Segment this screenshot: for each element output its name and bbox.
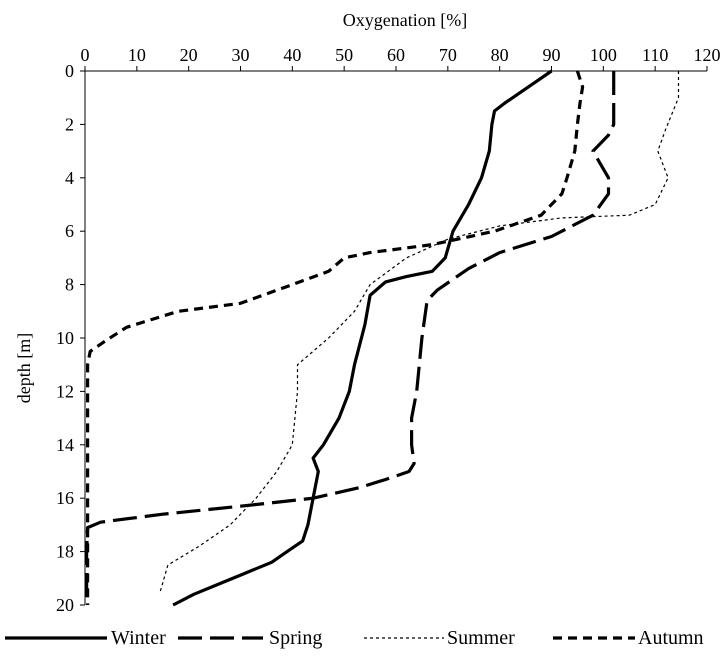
x-tick-label: 110 [642,45,668,65]
y-tick-label: 12 [56,381,74,401]
legend-label-autumn: Autumn [638,627,704,649]
y-tick-label: 14 [56,435,74,455]
y-axis-title: depth [m] [14,333,34,403]
legend-label-winter: Winter [111,627,166,649]
series-lines [84,69,680,607]
x-tick-label: 100 [590,45,617,65]
y-tick-label: 18 [56,542,74,562]
x-tick-label: 60 [387,45,405,65]
x-tick-label: 30 [232,45,250,65]
series-line-spring [84,71,616,605]
x-tick-label: 40 [283,45,301,65]
x-tick-label: 80 [491,45,509,65]
series-line-winter [172,69,553,607]
legend-label-spring: Spring [269,627,322,649]
x-tick-label: 90 [543,45,561,65]
y-tick-label: 4 [65,168,74,188]
legend: Winter Spring Summer Autumn [5,627,704,649]
y-tick-label: 6 [65,221,74,241]
y-tick-label: 16 [56,488,74,508]
x-tick-label: 10 [128,45,146,65]
y-tick-label: 0 [65,61,74,81]
x-tick-label: 20 [180,45,198,65]
y-tick-label: 20 [56,595,74,615]
x-axis-title: Oxygenation [%] [343,10,467,30]
y-tick-label: 2 [65,114,74,134]
y-tick-label: 8 [65,275,74,295]
axes: 0 10 20 30 40 50 60 70 80 90 100 110 120 0 2 4 6 8 10 12 14 1… [56,45,721,615]
series-line-summer [159,71,680,592]
series-line-autumn [85,70,585,605]
x-tick-label: 50 [335,45,353,65]
y-tick-label: 10 [56,328,74,348]
legend-label-summer: Summer [447,627,515,649]
x-tick-label: 70 [439,45,457,65]
x-tick-label: 0 [81,45,90,65]
x-tick-label: 120 [694,45,721,65]
